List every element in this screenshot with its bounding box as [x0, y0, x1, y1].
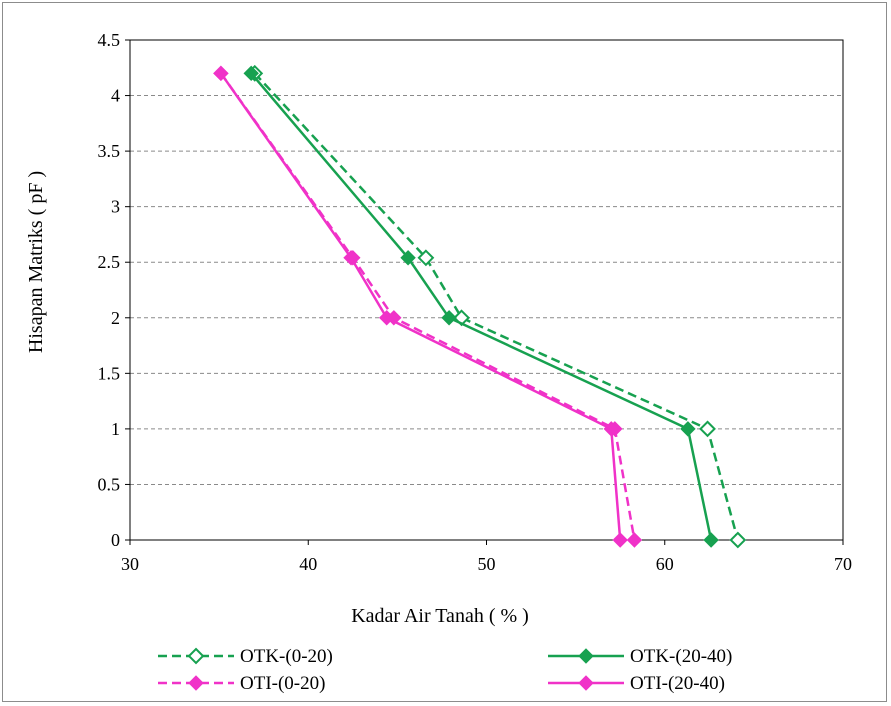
legend-item: OTI-(20-40) [548, 673, 725, 694]
y-tick-label: 0 [111, 530, 120, 550]
series-OTK-(20-40) [243, 65, 719, 548]
series-OTI-(0-20) [213, 65, 643, 548]
x-tick-label: 30 [121, 554, 139, 574]
x-axis-ticks: 30 40 50 60 70 [121, 540, 852, 574]
y-tick-label: 0.5 [98, 474, 121, 494]
plot-border [129, 39, 844, 541]
legend-label: OTK-(0-20) [240, 646, 333, 667]
y-axis-ticks: 0 0.5 1 1.5 2 2.5 3 3.5 4 4.5 [98, 30, 130, 550]
y-tick-label: 3.5 [98, 141, 121, 161]
x-tick-label: 60 [656, 554, 674, 574]
series-line [219, 72, 636, 541]
x-axis-title: Kadar Air Tanah ( % ) [351, 605, 529, 627]
series-OTK-(0-20) [246, 64, 747, 549]
plot-area [129, 39, 844, 541]
legend-marker [578, 675, 594, 691]
legend-item: OTK-(20-40) [548, 646, 732, 667]
legend-label: OTI-(20-40) [630, 673, 725, 694]
series-line [250, 72, 713, 541]
y-axis-title: Hisapan Matriks ( pF ) [25, 171, 47, 353]
legend-label: OTK-(20-40) [630, 646, 732, 667]
data-point [680, 421, 696, 437]
legend-item: OTK-(0-20) [158, 646, 333, 667]
data-point [400, 250, 416, 266]
legend-marker [578, 648, 594, 664]
y-tick-label: 3 [111, 197, 120, 217]
x-tick-label: 70 [834, 554, 852, 574]
y-tick-label: 4.5 [98, 30, 121, 50]
gridlines [130, 95, 843, 485]
data-point [729, 531, 747, 549]
data-point [703, 532, 719, 548]
y-tick-label: 1 [111, 419, 120, 439]
data-point [417, 249, 435, 267]
y-tick-label: 2.5 [98, 252, 121, 272]
y-tick-label: 1.5 [98, 363, 121, 383]
data-point [378, 310, 395, 326]
data-point [612, 532, 628, 548]
series-layer [213, 64, 747, 549]
data-point [626, 532, 643, 548]
data-point [343, 250, 359, 266]
legend-marker [187, 647, 205, 665]
legend-item: OTI-(0-20) [158, 673, 325, 694]
legend-label: OTI-(0-20) [240, 673, 325, 694]
x-tick-label: 50 [478, 554, 496, 574]
y-tick-label: 2 [111, 308, 120, 328]
legend-marker [188, 675, 204, 691]
x-tick-label: 40 [299, 554, 317, 574]
y-tick-label: 4 [111, 86, 120, 106]
series-line [219, 72, 622, 541]
data-point [603, 421, 619, 437]
data-point [699, 420, 716, 438]
series-line [253, 72, 740, 541]
data-point [243, 65, 259, 82]
series-OTI-(20-40) [213, 65, 628, 548]
legend: OTK-(0-20) OTK-(20-40) OTI-(0-20) OTI-(20-4… [158, 646, 732, 694]
data-point [441, 310, 457, 326]
data-point [213, 65, 229, 82]
